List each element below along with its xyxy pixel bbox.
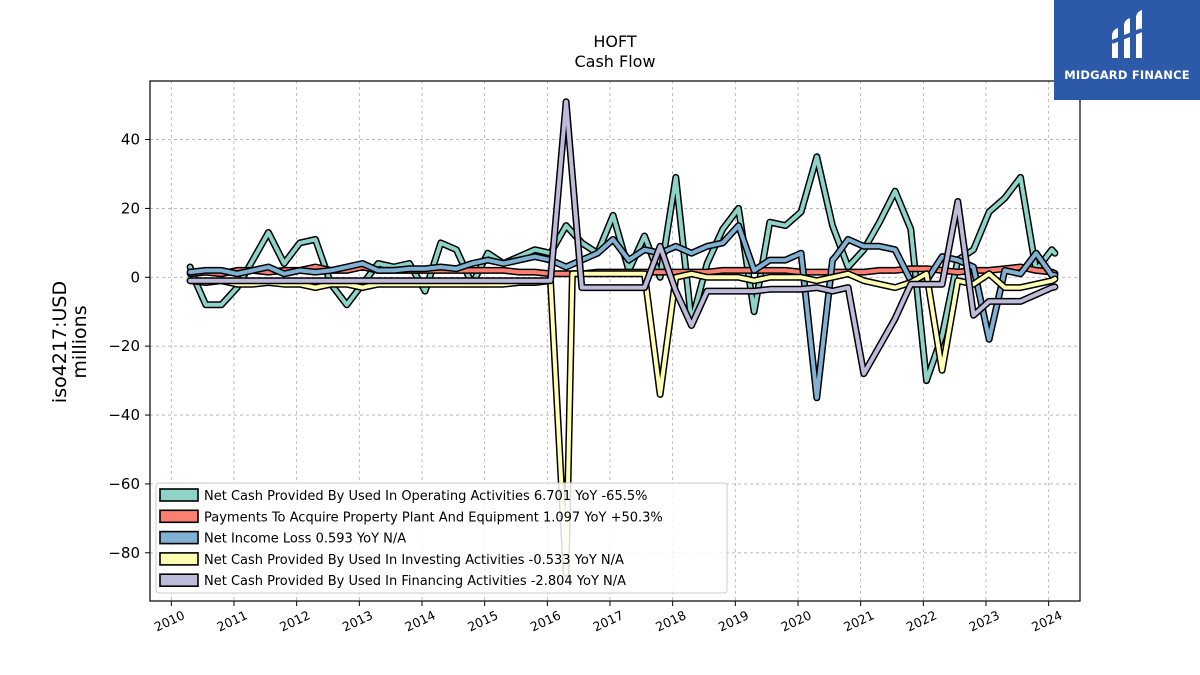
x-tick-label: 2018 bbox=[653, 607, 688, 634]
legend-box bbox=[155, 482, 728, 594]
x-tick-label: 2019 bbox=[716, 607, 751, 634]
legend-swatch bbox=[159, 488, 199, 502]
y-tick-label: −60 bbox=[108, 475, 140, 493]
series-line-net-cash-provided-by-used-in-financing-activities bbox=[188, 99, 1057, 376]
y-axis-label-line2: millions bbox=[69, 305, 91, 378]
x-tick-label: 2022 bbox=[904, 607, 939, 634]
y-tick-label: 20 bbox=[121, 199, 140, 217]
series-group bbox=[186, 98, 1059, 577]
y-axis-label-line1: iso4217:USD bbox=[49, 281, 71, 403]
x-tick-label: 2020 bbox=[779, 607, 814, 634]
y-tick-label: −20 bbox=[108, 337, 140, 355]
legend-entry: Net Cash Provided By Used In Investing A… bbox=[204, 553, 624, 568]
x-tick-label: 2013 bbox=[340, 607, 375, 634]
y-tick-label: 40 bbox=[121, 131, 140, 149]
legend-entry: Net Cash Provided By Used In Operating A… bbox=[204, 489, 647, 504]
legend-swatch bbox=[159, 573, 199, 588]
x-tick-label: 2016 bbox=[528, 607, 563, 634]
legend: Net Cash Provided By Used In Operating A… bbox=[155, 482, 728, 594]
chart-title: HOFT bbox=[593, 32, 637, 51]
x-tick-label: 2011 bbox=[214, 607, 249, 634]
plot-frame bbox=[149, 80, 1081, 602]
brand-name: MIDGARD FINANCE bbox=[1064, 68, 1190, 82]
legend-swatch bbox=[159, 530, 199, 545]
y-tick-label: 0 bbox=[130, 268, 140, 286]
x-tick-label: 2015 bbox=[465, 607, 500, 634]
legend-entry: Net Income Loss 0.593 YoY N/A bbox=[204, 532, 406, 547]
x-tick-label: 2014 bbox=[402, 607, 437, 634]
x-tick-label: 2021 bbox=[841, 607, 876, 634]
x-tick-label: 2017 bbox=[590, 607, 625, 634]
y-axis-label: iso4217:USD bbox=[49, 281, 71, 403]
x-axis: 2010 2011 2012 2013 2014 2015 2016 2017 2018 2019… bbox=[152, 601, 1064, 634]
chart-subtitle: Cash Flow bbox=[574, 52, 655, 71]
series-line-net-cash-provided-by-used-in-operating-activities bbox=[188, 154, 1057, 383]
logo-mark-icon bbox=[1111, 10, 1143, 58]
y-axis: 40 20 0 −20 −40 −60 −80 bbox=[108, 131, 150, 562]
x-tick-label: 2023 bbox=[967, 607, 1002, 634]
x-tick-label: 2024 bbox=[1029, 607, 1064, 634]
y-axis-label-2: millions bbox=[69, 305, 91, 378]
legend-entry: Net Cash Provided By Used In Financing A… bbox=[204, 574, 626, 589]
legend-swatch bbox=[159, 552, 199, 566]
x-tick-label: 2012 bbox=[277, 607, 312, 634]
x-tick-label: 2010 bbox=[152, 607, 187, 634]
y-tick-label: −80 bbox=[108, 544, 140, 562]
legend-swatch bbox=[159, 509, 199, 524]
y-tick-label: −40 bbox=[108, 406, 140, 424]
legend-entry: Payments To Acquire Property Plant And E… bbox=[204, 510, 663, 525]
brand-logo: MIDGARD FINANCE bbox=[1054, 0, 1200, 100]
